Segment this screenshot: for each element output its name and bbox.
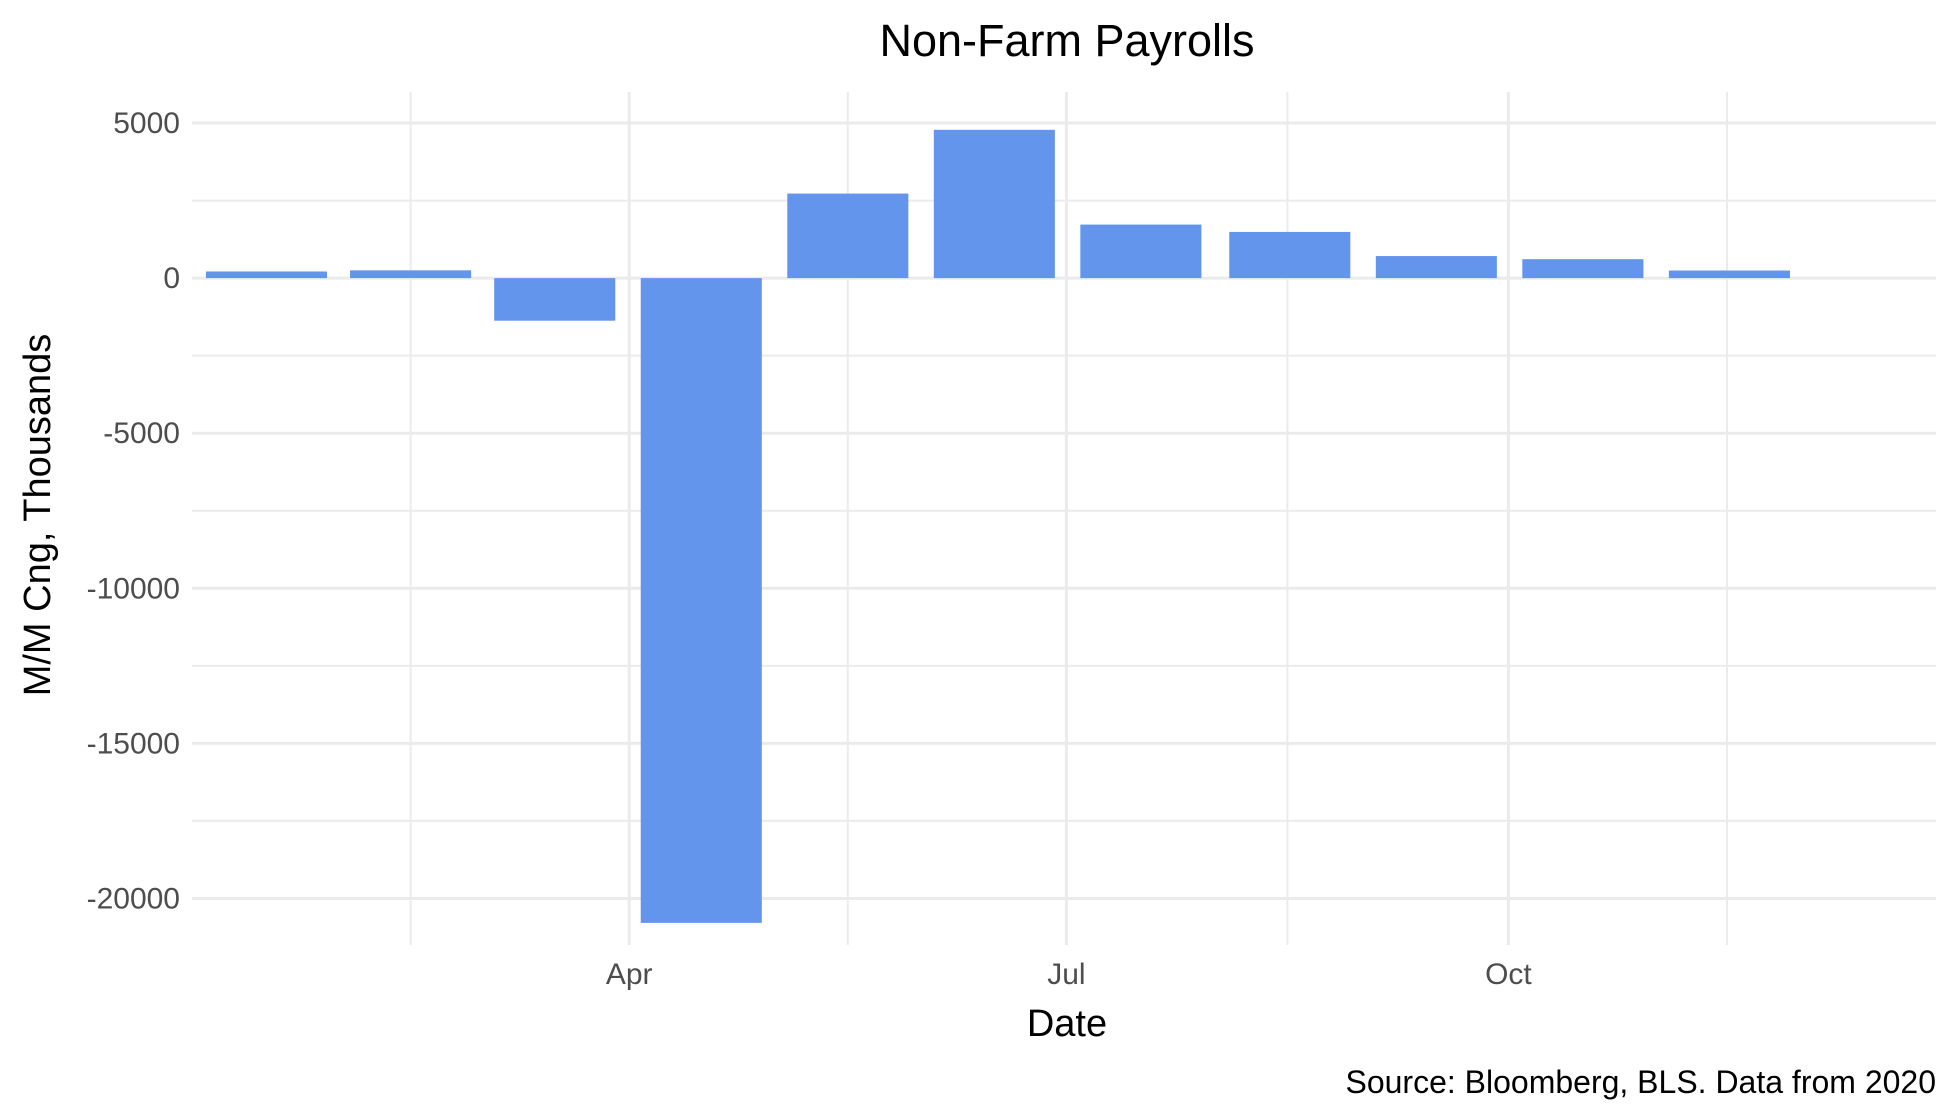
chart-caption: Source: Bloomberg, BLS. Data from 2020	[1345, 1064, 1936, 1100]
gridlines	[192, 92, 1936, 945]
bar-2020-08	[1229, 231, 1351, 279]
bars	[205, 129, 1790, 923]
x-tick-label: Apr	[606, 958, 653, 991]
y-tick-label: -20000	[87, 882, 180, 915]
x-tick-label: Jul	[1047, 958, 1085, 991]
y-tick-label: -5000	[103, 417, 180, 450]
y-tick-label: 5000	[113, 107, 180, 140]
bar-2020-03	[494, 278, 616, 321]
y-tick-label: -10000	[87, 572, 180, 605]
x-axis-title: Date	[1027, 1003, 1107, 1045]
bar-2020-02	[350, 270, 472, 279]
y-axis-ticks: 5000 0 -5000 -10000 -15000 -20000	[87, 107, 180, 915]
x-tick-label: Oct	[1485, 958, 1532, 991]
bar-2020-10	[1522, 259, 1644, 279]
y-axis-title: M/M Cng, Thousands	[17, 334, 59, 697]
chart-title: Non-Farm Payrolls	[879, 15, 1254, 66]
bar-2020-07	[1080, 224, 1202, 279]
bar-2020-09	[1375, 256, 1497, 279]
y-tick-label: -15000	[87, 727, 180, 760]
x-axis-ticks: Apr Jul Oct	[606, 958, 1533, 991]
bar-2020-06	[933, 129, 1055, 279]
bar-2020-04	[640, 278, 762, 923]
bar-2020-11	[1668, 270, 1790, 279]
bar-2020-01	[205, 271, 328, 279]
bar-2020-05	[787, 193, 909, 279]
y-tick-label: 0	[163, 262, 180, 295]
